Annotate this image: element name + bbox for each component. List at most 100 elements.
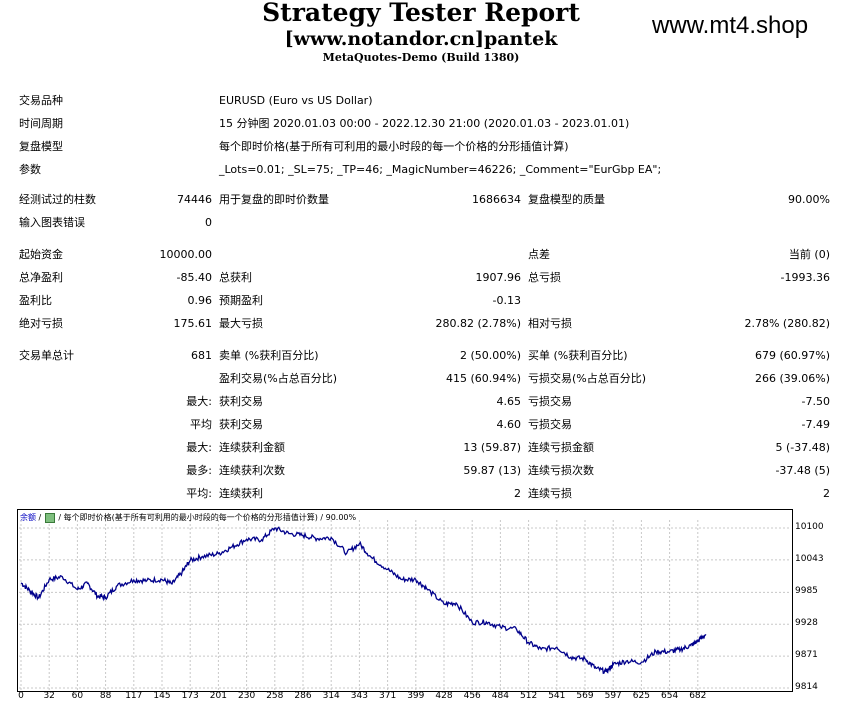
long-positions-label: 买单 (%获利百分比) (528, 349, 628, 362)
x-tick-label: 399 (407, 691, 425, 701)
profit-factor-value: 0.96 (187, 294, 213, 307)
x-tick-label: 682 (689, 691, 707, 701)
bars-label: 经测试过的柱数 (19, 193, 96, 206)
avg-consec-prefix: 平均: (186, 487, 212, 500)
watermark: www.mt4.shop (652, 12, 809, 39)
x-tick-label: 371 (379, 691, 397, 701)
x-tick-label: 88 (99, 691, 112, 701)
rel-drawdown-label: 相对亏损 (528, 317, 572, 330)
consec-wins-value: 13 (59.87) (463, 441, 521, 454)
errors-label: 输入图表错误 (19, 216, 85, 229)
y-tick-label: 9871 (795, 650, 818, 661)
quality-label: 复盘模型的质量 (528, 193, 605, 206)
period-label: 时间周期 (19, 117, 63, 130)
avg-loss-label: 亏损交易 (528, 418, 572, 431)
bars-value: 74446 (177, 193, 212, 206)
gross-profit-value: 1907.96 (475, 271, 522, 284)
x-tick-label: 314 (322, 691, 340, 701)
y-tick-label: 10100 (795, 522, 824, 532)
short-positions-label: 卖单 (%获利百分比) (219, 349, 319, 362)
long-positions-value: 679 (60.97%) (754, 349, 830, 362)
avg-consec-wins-label: 连续获利 (219, 487, 263, 500)
consec-loss-label: 连续亏损次数 (528, 464, 594, 477)
legend-separator: / (38, 513, 42, 522)
largest-profit-label: 获利交易 (219, 395, 263, 408)
total-trades-value: 681 (191, 349, 212, 362)
consec-wins-label: 连续获利金额 (219, 441, 285, 454)
profit-trades-label: 盈利交易(%占总百分比) (219, 372, 338, 385)
quality-value: 90.00% (788, 193, 830, 206)
short-positions-value: 2 (50.00%) (459, 349, 521, 362)
avg-consec-wins-value: 2 (514, 487, 521, 500)
x-tick-label: 0 (18, 691, 24, 701)
avg-consec-losses-label: 连续亏损 (528, 487, 572, 500)
largest-loss-value: -7.50 (801, 395, 830, 408)
consec-losses-value: 5 (-37.48) (775, 441, 830, 454)
max-drawdown-label: 最大亏损 (219, 317, 263, 330)
largest-prefix: 最大: (186, 395, 212, 408)
gross-loss-value: -1993.36 (780, 271, 830, 284)
consec-profit-value: 59.87 (13) (463, 464, 521, 477)
average-prefix: 平均 (190, 418, 212, 431)
x-tick-label: 428 (435, 691, 453, 701)
chart-legend: 余额 / / 每个即时价格(基于所有可利用的最小时段的每一个价格的分形插值计算)… (20, 512, 356, 523)
gross-profit-label: 总获利 (219, 271, 252, 284)
x-tick-label: 258 (266, 691, 284, 701)
avg-consec-losses-value: 2 (823, 487, 830, 500)
deposit-label: 起始资金 (19, 248, 63, 261)
y-tick-label: 9985 (795, 586, 818, 597)
expected-payoff-value: -0.13 (492, 294, 521, 307)
x-tick-label: 201 (209, 691, 227, 701)
x-tick-label: 541 (548, 691, 566, 701)
x-tick-label: 597 (604, 691, 622, 701)
period-value: 15 分钟图 2020.01.03 00:00 - 2022.12.30 21:… (219, 117, 630, 130)
params-value: _Lots=0.01; _SL=75; _TP=46; _MagicNumber… (219, 163, 662, 176)
gross-loss-label: 总亏损 (528, 271, 561, 284)
legend-model-text: / 每个即时价格(基于所有可利用的最小时段的每一个价格的分形插值计算) / 90… (58, 513, 357, 522)
ticks-label: 用于复盘的即时价数量 (219, 193, 329, 206)
avg-loss-value: -7.49 (801, 418, 830, 431)
symbol-label: 交易品种 (19, 94, 63, 107)
net-profit-value: -85.40 (176, 271, 212, 284)
consec-profit-label: 连续获利次数 (219, 464, 285, 477)
legend-model-swatch-icon (44, 512, 55, 523)
report-subtitle: [www.notandor.cn]pantek (284, 28, 558, 50)
model-label: 复盘模型 (19, 140, 63, 153)
x-tick-label: 625 (632, 691, 650, 701)
maximum-prefix: 最大: (186, 441, 212, 454)
most-prefix: 最多: (186, 464, 212, 477)
x-tick-label: 343 (350, 691, 368, 701)
y-tick-label: 10043 (795, 553, 824, 564)
legend-balance: 余额 (20, 513, 36, 522)
x-tick-label: 286 (294, 691, 312, 701)
balance-chart-frame (17, 509, 793, 692)
x-tick-label: 60 (71, 691, 84, 701)
report-title: Strategy Tester Report (262, 0, 580, 27)
params-label: 参数 (19, 163, 41, 176)
largest-loss-label: 亏损交易 (528, 395, 572, 408)
x-tick-label: 569 (576, 691, 594, 701)
x-tick-label: 145 (153, 691, 171, 701)
x-tick-label: 484 (491, 691, 509, 701)
largest-profit-value: 4.65 (496, 395, 522, 408)
x-tick-label: 512 (520, 691, 538, 701)
x-tick-label: 173 (181, 691, 199, 701)
expected-payoff-label: 预期盈利 (219, 294, 263, 307)
y-tick-label: 9928 (795, 618, 818, 629)
spread-label: 点差 (528, 248, 550, 261)
abs-drawdown-value: 175.61 (173, 317, 213, 330)
max-drawdown-value: 280.82 (2.78%) (435, 317, 521, 330)
model-value: 每个即时价格(基于所有可利用的最小时段的每一个价格的分形插值计算) (219, 140, 569, 153)
consec-loss-value: -37.48 (5) (775, 464, 830, 477)
balance-line (20, 526, 707, 675)
abs-drawdown-label: 绝对亏损 (19, 317, 63, 330)
loss-trades-value: 266 (39.06%) (754, 372, 830, 385)
consec-losses-label: 连续亏损金额 (528, 441, 594, 454)
build-info: MetaQuotes-Demo (Build 1380) (322, 51, 520, 64)
avg-profit-value: 4.60 (496, 418, 522, 431)
profit-factor-label: 盈利比 (19, 294, 52, 307)
symbol-value: EURUSD (Euro vs US Dollar) (219, 94, 373, 107)
rel-drawdown-value: 2.78% (280.82) (744, 317, 830, 330)
x-tick-label: 456 (463, 691, 481, 701)
